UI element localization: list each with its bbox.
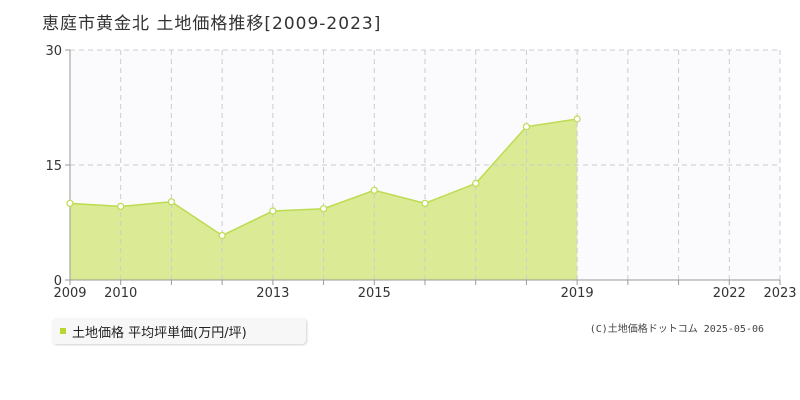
x-tick-label: 2010 xyxy=(104,286,137,301)
y-tick-label: 30 xyxy=(45,44,62,59)
data-point xyxy=(66,199,74,207)
legend-marker xyxy=(60,328,66,334)
legend-label: 土地価格 平均坪単価(万円/坪) xyxy=(72,325,247,341)
data-point xyxy=(573,115,581,123)
x-tick-label: 2023 xyxy=(763,286,796,301)
data-point xyxy=(218,231,226,240)
x-tick-label: 2009 xyxy=(53,286,86,301)
chart-title: 恵庭市黄金北 土地価格推移[2009-2023] xyxy=(42,14,382,34)
x-tick-label: 2013 xyxy=(256,286,289,301)
data-point xyxy=(269,207,277,215)
x-tick-label: 2015 xyxy=(358,286,391,301)
data-point xyxy=(522,123,531,131)
data-point xyxy=(472,179,480,187)
y-tick-label: 0 xyxy=(54,274,62,289)
data-point xyxy=(167,198,176,206)
copyright: (C)土地価格ドットコム 2025-05-06 xyxy=(589,324,764,335)
x-tick-label: 2022 xyxy=(713,286,746,301)
data-point xyxy=(117,202,125,210)
series-area xyxy=(70,119,578,280)
data-point xyxy=(319,205,328,213)
x-tick-label: 2019 xyxy=(561,286,594,301)
y-tick-label: 15 xyxy=(45,159,62,174)
data-point xyxy=(370,186,378,194)
data-point xyxy=(421,199,429,207)
legend: 土地価格 平均坪単価(万円/坪) xyxy=(52,318,306,344)
